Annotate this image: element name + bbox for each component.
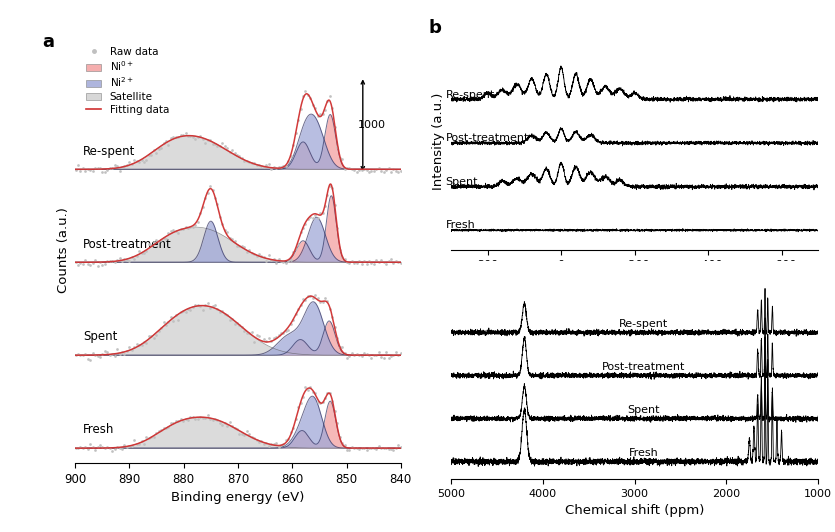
X-axis label: Chemical shift (ppm): Chemical shift (ppm) [565,504,704,517]
Text: Re-spent: Re-spent [84,145,135,157]
Y-axis label: Counts (a.u.): Counts (a.u.) [57,207,69,293]
Text: Post-treatment: Post-treatment [602,362,686,372]
Text: Fresh: Fresh [445,220,475,230]
Text: Spent: Spent [628,405,660,415]
Legend: Raw data, Ni$^{0+}$, Ni$^{2+}$, Satellite, Fitting data: Raw data, Ni$^{0+}$, Ni$^{2+}$, Satellit… [84,45,171,117]
X-axis label: Binding energy (eV): Binding energy (eV) [171,491,305,504]
Text: Fresh: Fresh [629,448,659,458]
Text: Fresh: Fresh [84,423,114,436]
Text: b: b [429,19,442,37]
Text: Spent: Spent [445,177,478,187]
Text: a: a [43,33,54,51]
Text: 1000: 1000 [357,120,386,130]
Y-axis label: Intensity (a.u.): Intensity (a.u.) [433,92,445,190]
Text: Post-treatment: Post-treatment [84,237,172,251]
Text: Spent: Spent [84,330,118,344]
Text: Post-treatment: Post-treatment [445,133,529,143]
Text: Re-spent: Re-spent [620,319,668,329]
Text: Re-spent: Re-spent [445,89,494,99]
